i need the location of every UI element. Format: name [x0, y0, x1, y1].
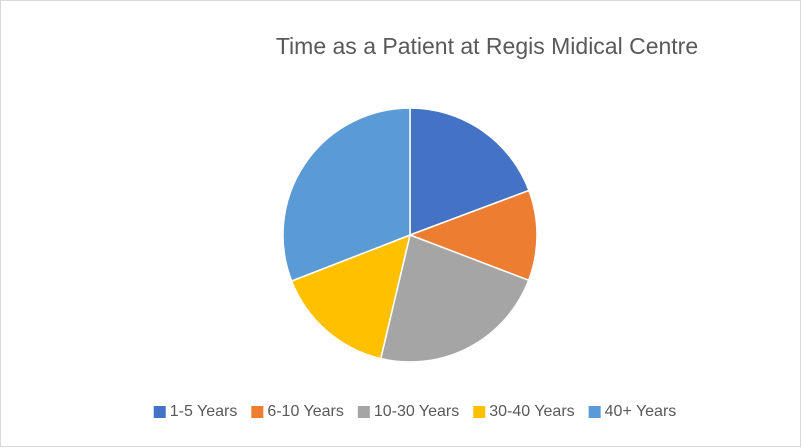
- pie-slice: [379, 233, 530, 363]
- pie-slice: [407, 189, 538, 282]
- chart-title: Time as a Patient at Regis Midical Centr…: [276, 33, 698, 59]
- legend-swatch: [357, 406, 370, 418]
- legend-swatch: [588, 406, 601, 418]
- legend-label: 1-5 Years: [170, 403, 238, 420]
- legend-label: 6-10 Years: [267, 403, 344, 420]
- legend-label: 30-40 Years: [489, 403, 574, 420]
- pie-slice: [290, 233, 412, 360]
- legend-label: 10-30 Years: [374, 403, 459, 420]
- legend-swatch: [473, 406, 486, 418]
- pie-slice: [282, 107, 411, 282]
- legend-swatch: [153, 406, 166, 418]
- legend-swatch: [251, 406, 264, 418]
- legend-label: 40+ Years: [605, 403, 677, 420]
- pie-slice: [409, 107, 530, 237]
